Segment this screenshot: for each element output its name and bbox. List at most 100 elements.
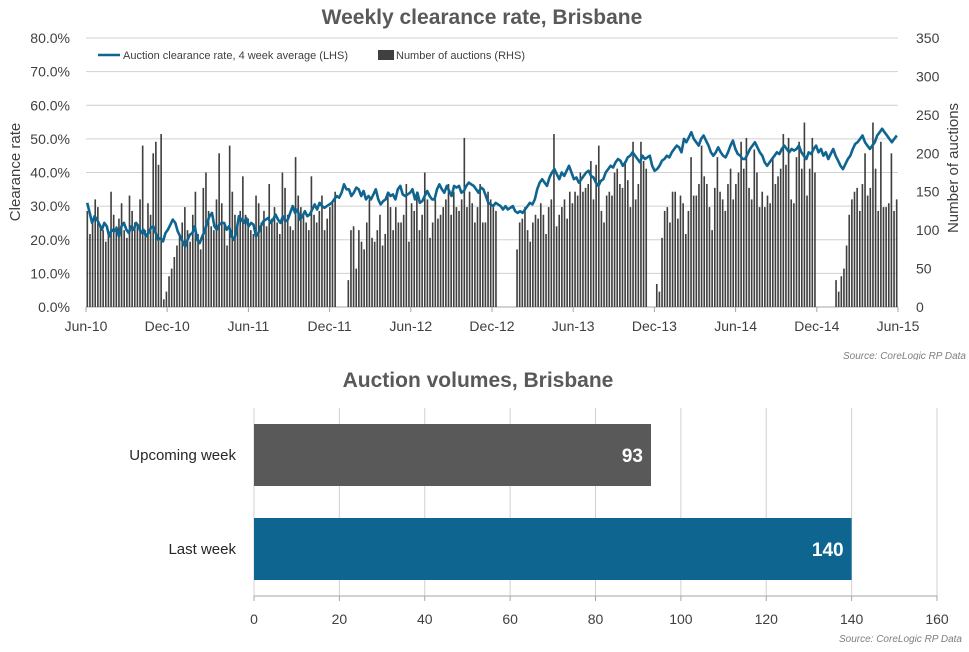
auction-bar	[239, 210, 242, 307]
auction-bar	[719, 191, 721, 307]
auction-bar	[365, 222, 368, 307]
auction-bar	[218, 153, 220, 307]
auction-bar	[811, 137, 814, 307]
auction-bar	[655, 283, 658, 307]
auction-bar	[144, 230, 147, 307]
auction-bar	[790, 199, 793, 307]
auction-bar	[155, 141, 157, 307]
auction-bar	[176, 245, 178, 307]
x-tick-label: Jun-14	[714, 318, 757, 334]
auction-bar	[893, 210, 895, 307]
auction-bar	[489, 199, 492, 307]
auction-bar	[584, 187, 587, 307]
auction-bar	[600, 210, 603, 307]
auction-bar	[149, 214, 152, 307]
auction-bar	[700, 145, 703, 307]
auction-bar	[260, 222, 263, 307]
auction-bar	[294, 157, 297, 307]
auction-bar	[426, 199, 429, 307]
auction-bar	[99, 226, 102, 307]
auction-bar	[869, 187, 872, 307]
x-tick-label: Jun-12	[389, 318, 432, 334]
auction-bar	[684, 233, 687, 307]
x-tick-label: Dec-10	[145, 318, 190, 334]
auction-bar	[126, 237, 128, 307]
auction-bar	[452, 191, 455, 307]
auction-bar	[764, 207, 766, 307]
y2-tick-label: 250	[916, 107, 940, 123]
auction-bar	[756, 172, 758, 307]
auction-bar	[611, 195, 613, 307]
auction-bar	[297, 195, 300, 307]
auction-bar	[837, 291, 840, 307]
auction-bar	[532, 222, 534, 307]
auction-bar	[402, 214, 405, 307]
auction-bar	[455, 207, 458, 307]
auction-bar	[104, 241, 107, 307]
legend-bar-swatch	[378, 50, 394, 60]
auction-bar	[405, 184, 408, 307]
auction-bar	[761, 191, 764, 307]
auction-bar	[716, 157, 719, 307]
auction-bar	[170, 268, 173, 307]
auction-bar	[292, 230, 294, 307]
auction-bar	[542, 214, 545, 307]
auction-bar	[139, 199, 141, 307]
auction-bar	[102, 230, 104, 307]
y2-tick-label: 100	[916, 222, 940, 238]
auction-bar	[120, 203, 123, 307]
y2-tick-label: 200	[916, 145, 940, 161]
auction-bar	[384, 233, 387, 307]
auction-bar	[186, 230, 189, 307]
auction-bar	[476, 207, 479, 307]
volume-bars: 93 140	[254, 424, 852, 580]
auction-bar	[463, 137, 466, 307]
left-axis-title: Clearance rate	[7, 123, 24, 221]
auction-bar	[168, 276, 170, 307]
auction-bar	[737, 172, 740, 307]
auction-bar	[334, 191, 336, 307]
auction-bar	[619, 184, 621, 307]
auction-bar	[679, 195, 682, 307]
auction-bar	[271, 218, 273, 307]
auction-bar	[410, 203, 413, 307]
auction-bar	[89, 233, 91, 307]
auction-bar	[252, 233, 255, 307]
auction-bar	[695, 195, 698, 307]
auction-bar	[621, 187, 624, 307]
auction-bar	[86, 210, 89, 307]
auction-bar	[152, 153, 155, 307]
auction-bar	[568, 191, 571, 307]
x-tick-label: Dec-14	[794, 318, 839, 334]
auction-bar	[576, 195, 579, 307]
auction-bar	[529, 241, 532, 307]
auction-bar	[732, 199, 735, 307]
auction-bar	[249, 230, 252, 307]
auction-bar	[558, 214, 561, 307]
auction-bar	[555, 226, 558, 307]
auction-bar	[460, 199, 463, 307]
y-tick-label: 50.0%	[30, 131, 70, 147]
auction-bar	[431, 222, 434, 307]
x-axis-ticks: 0 20 40 60 80 100 120 140 160	[250, 596, 949, 627]
auction-bar	[729, 168, 732, 307]
auction-bar	[136, 226, 139, 307]
y2-tick-label: 300	[916, 68, 940, 84]
auction-bar	[257, 203, 260, 307]
auction-bar	[597, 145, 600, 307]
auction-bar	[321, 195, 323, 307]
auction-bar	[278, 233, 281, 307]
auction-bar	[202, 187, 205, 307]
auction-bar	[437, 218, 439, 307]
left-axis-ticks: 0.0% 10.0% 20.0% 30.0% 40.0% 50.0% 60.0% 70.0% 8…	[30, 30, 70, 315]
auction-bar	[234, 214, 236, 307]
source-note: Source: CoreLogic RP Data	[843, 351, 966, 360]
auction-bar	[210, 226, 213, 307]
auction-bar	[373, 241, 376, 307]
auction-volumes-chart: Auction volumes, Brisbane 93 140 Upcoming…	[129, 369, 962, 645]
auction-bar	[329, 207, 331, 307]
auction-bar	[758, 207, 761, 307]
auction-bar	[711, 230, 713, 307]
bar-value-label: 93	[622, 446, 643, 467]
auction-bar	[895, 199, 898, 307]
